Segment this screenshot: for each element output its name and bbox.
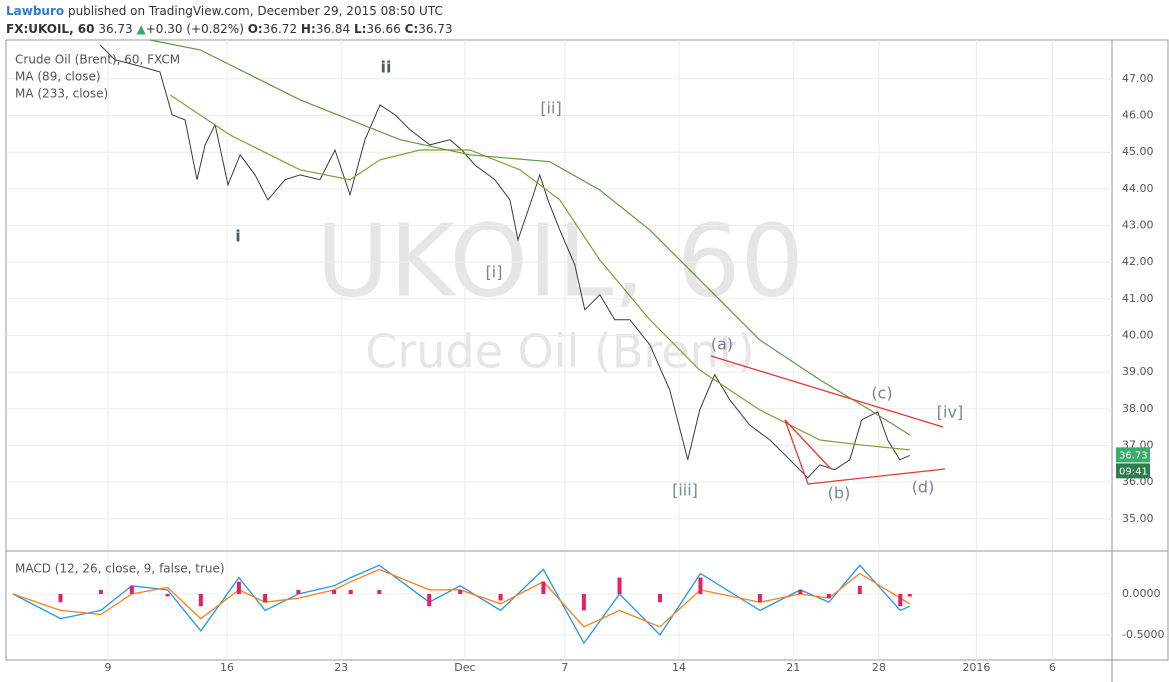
histogram-bar — [898, 593, 903, 607]
last-price-label: 36.73 — [1119, 450, 1148, 461]
histogram-bar — [348, 589, 353, 594]
countdown-tag — [1116, 463, 1150, 479]
y-tick-label: -0.5000 — [1122, 628, 1164, 641]
series-line — [99, 44, 911, 479]
y-tick-label: 41.00 — [1122, 292, 1154, 305]
histogram-bar — [698, 577, 703, 594]
pane-title: MACD (12, 26, close, 9, false, true) — [15, 562, 225, 576]
histogram-bar — [332, 589, 337, 594]
wave-label: (b) — [828, 484, 851, 503]
trendline — [784, 419, 831, 469]
ohlc-value: 36.73 — [418, 22, 452, 36]
y-tick-label: 0.0000 — [1122, 587, 1161, 600]
y-tick-label: 44.00 — [1122, 182, 1154, 195]
x-tick-label: 6 — [1049, 661, 1056, 674]
x-tick-label: 7 — [561, 661, 568, 674]
series-line — [149, 39, 911, 436]
y-tick-label: 42.00 — [1122, 255, 1154, 268]
y-tick-label: 46.00 — [1122, 109, 1154, 122]
watermark-description: Crude Oil (Brent) — [365, 325, 755, 379]
trendline — [710, 355, 944, 428]
macd-line — [12, 568, 911, 628]
x-tick-label: Dec — [454, 661, 475, 674]
wave-label: [iii] — [672, 481, 698, 500]
histogram-bar — [263, 593, 268, 603]
histogram-bar — [498, 593, 503, 601]
x-tick-label: 16 — [220, 661, 234, 674]
x-tick-label: 28 — [872, 661, 886, 674]
histogram-bar — [657, 593, 662, 603]
watermark-symbol: UKOIL, 60 — [316, 202, 804, 319]
histogram-bar — [98, 589, 103, 594]
x-tick-label: 9 — [105, 661, 112, 674]
ohlc-label: C: — [405, 22, 419, 36]
y-tick-label: 35.00 — [1122, 512, 1154, 525]
histogram-bar — [236, 581, 241, 594]
wave-label: [ii] — [540, 99, 561, 118]
y-tick-label: 47.00 — [1122, 72, 1154, 85]
last: 36.73 — [98, 22, 132, 36]
frame — [5, 39, 1169, 661]
histogram-bar — [198, 593, 203, 607]
histogram-bar — [826, 593, 831, 599]
countdown: 09:41 — [1119, 466, 1148, 477]
histogram-bar — [541, 581, 546, 594]
ohlc-label: H: — [301, 22, 316, 36]
wave-label: [iv] — [937, 403, 963, 422]
last-price-tag — [1116, 447, 1150, 463]
y-tick-label: 36.00 — [1122, 475, 1154, 488]
legend-entry: MA (89, close) — [15, 70, 101, 84]
histogram-bar — [907, 593, 912, 597]
y-tick-label: 40.00 — [1122, 329, 1154, 342]
author[interactable]: Lawburo — [6, 4, 64, 18]
histogram-bar — [58, 593, 63, 603]
histogram-bar — [296, 589, 301, 594]
ohlc-value: 36.84 — [316, 22, 350, 36]
x-tick-label: 2016 — [962, 661, 990, 674]
legend-entry: MA (233, close) — [15, 87, 108, 101]
published: published on TradingView.com, December 2… — [68, 4, 443, 18]
histogram-bar — [857, 585, 862, 594]
watermark: UKOIL, 60 Crude Oil (Brent) — [316, 202, 804, 378]
histogram-bar — [581, 593, 586, 611]
labels: 35.0036.0037.0038.0039.0040.0041.0042.00… — [15, 53, 1164, 675]
trendline — [784, 419, 809, 485]
y-tick-label: 45.00 — [1122, 145, 1154, 158]
arrow: ▲ — [137, 22, 147, 36]
symbol: FX:UKOIL, 60 — [6, 22, 95, 36]
y-tick-label: 38.00 — [1122, 402, 1154, 415]
wave-label: (d) — [912, 478, 935, 497]
legend-entry: Crude Oil (Brent), 60, FXCM — [15, 53, 180, 67]
header-line: Lawburo published on TradingView.com, De… — [6, 4, 443, 18]
y-tick-label: 39.00 — [1122, 365, 1154, 378]
wave-label: ii — [381, 58, 392, 77]
ohlc-value: 36.72 — [263, 22, 297, 36]
y-tick-label: 43.00 — [1122, 219, 1154, 232]
wave-label: [i] — [486, 263, 503, 282]
wave-label: (c) — [871, 384, 892, 403]
histogram-bar — [165, 593, 170, 597]
trendlines — [710, 355, 946, 485]
ohlc-value: 36.66 — [366, 22, 400, 36]
trendline — [807, 468, 946, 485]
x-tick-label: 14 — [672, 661, 686, 674]
ohlc-label: O: — [248, 22, 263, 36]
histogram-bar — [798, 589, 803, 594]
histogram-bar — [458, 589, 463, 594]
wave-label: (a) — [711, 335, 733, 354]
quote-line: FX:UKOIL, 60 36.73 ▲+0.30 (+0.82%) O:36.… — [6, 22, 453, 36]
histogram-bar — [129, 585, 134, 594]
wave-label: i — [235, 227, 240, 246]
change: +0.30 (+0.82%) — [146, 22, 244, 36]
ohlc-label: L: — [354, 22, 366, 36]
grid — [6, 40, 1112, 660]
x-tick-label: 23 — [334, 661, 348, 674]
histogram-bar — [377, 589, 382, 594]
histogram-bar — [427, 593, 432, 607]
histogram-bar — [617, 577, 622, 594]
x-tick-label: 21 — [786, 661, 800, 674]
histogram-bar — [757, 593, 762, 603]
macd-line — [12, 564, 911, 645]
